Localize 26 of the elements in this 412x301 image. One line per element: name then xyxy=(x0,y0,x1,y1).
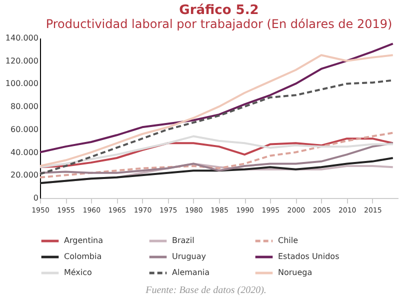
chart-title: Gráfico 5.2 xyxy=(179,3,259,18)
y-tick-label: 140.000 xyxy=(5,34,38,42)
legend-label: México xyxy=(64,268,92,277)
source-note: Fuente: Base de datos (2020). xyxy=(144,285,268,297)
chart-subtitle: Productividad laboral por trabajador (En dólares de 2019) xyxy=(46,17,392,31)
legend-label: Colombia xyxy=(64,252,102,261)
legend-label: Uruguay xyxy=(172,252,206,261)
legend-label: Estados Unidos xyxy=(278,252,340,261)
y-tick-label: 60.000 xyxy=(10,124,38,134)
line-series xyxy=(39,132,394,178)
line-series xyxy=(39,142,394,174)
line-series xyxy=(39,157,394,184)
y-tick-label: 0 xyxy=(33,194,38,202)
y-tick-label: 20.000 xyxy=(10,170,38,180)
y-tick-label: 40.000 xyxy=(10,148,38,157)
legend-label: Alemania xyxy=(172,268,210,277)
line-series xyxy=(39,79,394,175)
legend-label: Chile xyxy=(278,236,298,245)
y-tick-label: 80.000 xyxy=(10,102,38,112)
line-series xyxy=(39,54,394,167)
line-series xyxy=(39,42,394,154)
legend-label: Noruega xyxy=(278,268,312,277)
legend-label: Brazil xyxy=(172,236,194,245)
y-tick-label: 120.000 xyxy=(5,56,38,66)
legend-label: Argentina xyxy=(64,236,104,245)
y-tick-label: 100.000 xyxy=(5,79,38,88)
